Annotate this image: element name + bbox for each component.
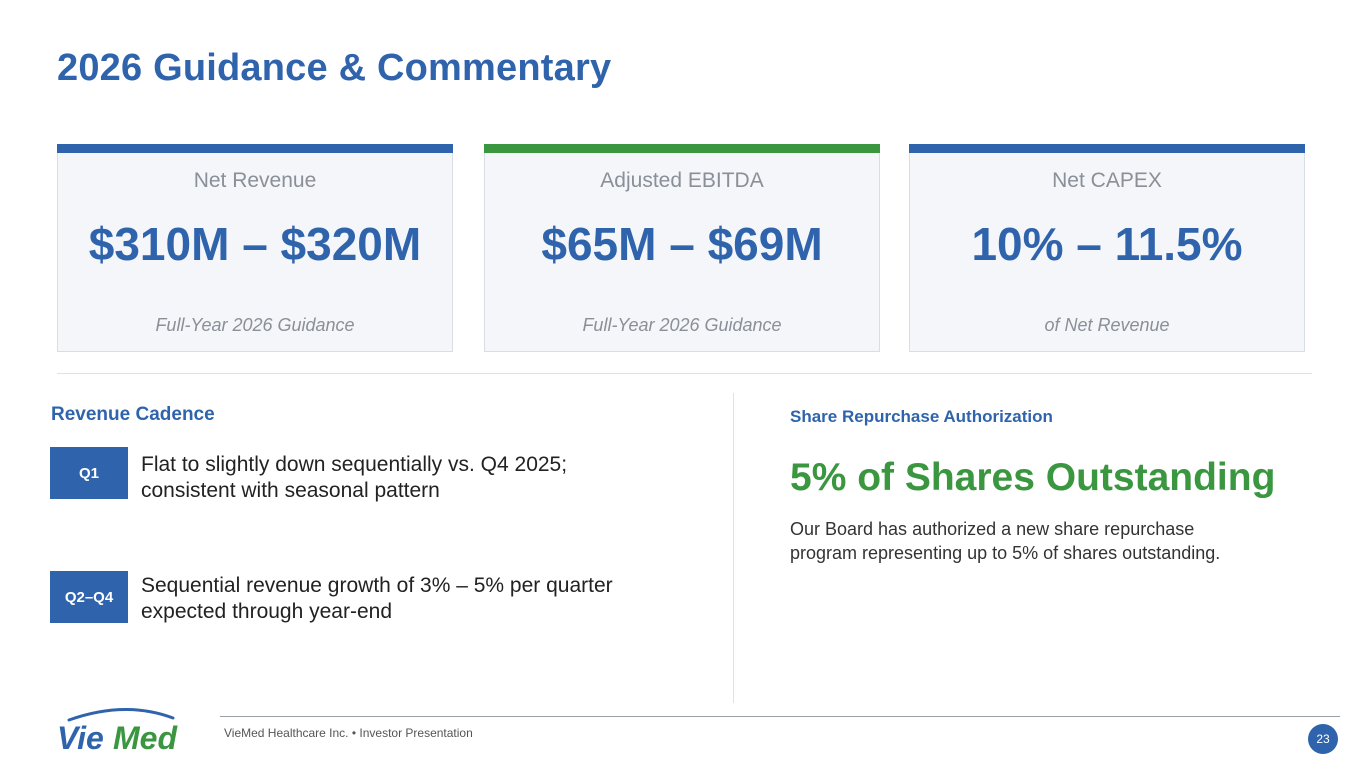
q1-description: Flat to slightly down sequentially vs. Q… [141,452,701,504]
net-capex-card: Net CAPEX 10% – 11.5% of Net Revenue [909,144,1305,352]
q2-q4-badge: Q2–Q4 [50,571,128,623]
card-value: $310M – $320M [88,218,422,270]
card-subtitle: Full-Year 2026 Guidance [582,315,782,335]
adjusted-ebitda-card: Adjusted EBITDA $65M – $69M Full-Year 20… [484,144,880,352]
card-label: Net Revenue [193,169,317,192]
q2-q4-text-line: Sequential revenue growth of 3% – 5% per… [141,574,613,597]
q1-badge: Q1 [50,447,128,499]
repurchase-body-line: Our Board has authorized a new share rep… [790,519,1195,539]
card-accent-bar [909,144,1305,153]
q2-q4-description: Sequential revenue growth of 3% – 5% per… [141,573,701,625]
footer-divider [220,716,1340,717]
footer-text: VieMed Healthcare Inc. • Investor Presen… [224,726,473,740]
revenue-cadence-heading: Revenue Cadence [51,404,215,425]
svg-text:Med: Med [113,720,178,754]
card-value: 10% – 11.5% [971,218,1243,270]
q1-text-line: consistent with seasonal pattern [141,479,440,502]
card-label: Adjusted EBITDA [600,169,764,192]
repurchase-headline: 5% of Shares Outstanding [790,456,1276,499]
card-subtitle: Full-Year 2026 Guidance [155,315,355,335]
q2-q4-text-line: expected through year-end [141,600,393,623]
viemed-logo: Vie Med [57,707,178,754]
page-title: 2026 Guidance & Commentary [57,47,612,89]
section-divider [57,373,1312,374]
repurchase-body: Our Board has authorized a new share rep… [790,517,1310,565]
card-subtitle: of Net Revenue [1044,315,1170,335]
svg-text:Vie: Vie [57,720,104,754]
card-label: Net CAPEX [1052,169,1162,192]
net-revenue-card: Net Revenue $310M – $320M Full-Year 2026… [57,144,453,352]
repurchase-heading: Share Repurchase Authorization [790,407,1053,426]
card-value: $65M – $69M [541,218,823,270]
repurchase-body-line: program representing up to 5% of shares … [790,543,1221,563]
card-accent-bar [57,144,453,153]
card-accent-bar [484,144,880,153]
q1-text-line: Flat to slightly down sequentially vs. Q… [141,453,568,476]
column-divider [733,393,734,703]
page-number: 23 [1308,724,1338,754]
